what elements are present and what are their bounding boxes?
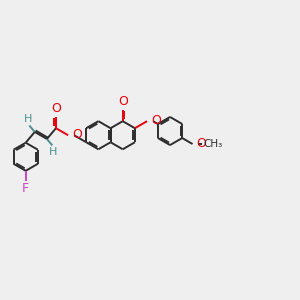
Text: F: F <box>22 182 29 195</box>
Text: H: H <box>24 114 33 124</box>
Text: O: O <box>118 95 128 108</box>
Text: O: O <box>51 102 61 115</box>
Text: O: O <box>196 137 206 150</box>
Text: H: H <box>49 147 57 157</box>
Text: O: O <box>151 114 161 127</box>
Text: CH₃: CH₃ <box>203 139 222 149</box>
Text: O: O <box>72 128 82 142</box>
